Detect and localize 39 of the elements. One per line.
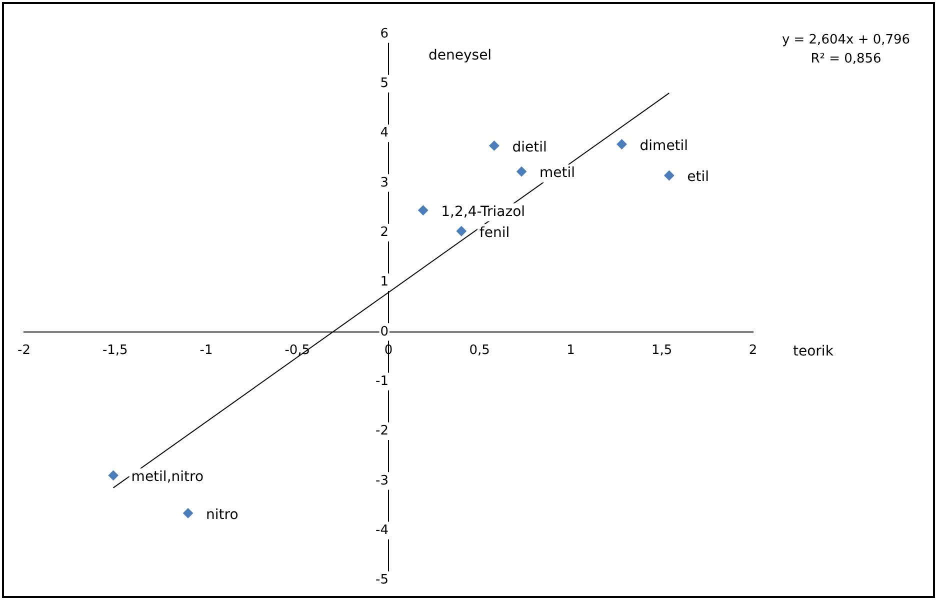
point bbox=[418, 205, 428, 216]
x-tick-label: -1,5 bbox=[102, 343, 128, 358]
y-tick-label: 2 bbox=[380, 224, 388, 240]
point bbox=[516, 166, 527, 177]
point bbox=[489, 140, 500, 151]
annotation: dimetil bbox=[640, 138, 688, 154]
point bbox=[183, 508, 194, 518]
annotation: nitro bbox=[206, 506, 238, 523]
x-tick-label: -1 bbox=[200, 343, 213, 358]
y-axis-title: deneysel bbox=[428, 48, 492, 64]
x-tick-label: 1 bbox=[566, 343, 575, 358]
x-axis-title: teorik bbox=[793, 344, 834, 360]
y-tick-label: -3 bbox=[376, 473, 388, 488]
y-tick-label: 5 bbox=[380, 76, 388, 92]
text: y = 2,604x + 0,796 bbox=[782, 32, 910, 48]
y-tick-label: -5 bbox=[376, 572, 388, 588]
point bbox=[664, 170, 674, 181]
y-tick-label: 6 bbox=[380, 26, 388, 42]
point bbox=[108, 470, 118, 480]
point bbox=[456, 226, 466, 236]
annotation: metil bbox=[540, 165, 576, 182]
y-tick-label: 0 bbox=[380, 324, 388, 340]
annotation: dietil bbox=[512, 139, 547, 156]
x-tick-label: 1,5 bbox=[652, 343, 672, 358]
y-tick-label: 1 bbox=[380, 274, 388, 290]
annotation: etil bbox=[687, 169, 710, 186]
y-tick-label: -4 bbox=[376, 522, 388, 538]
text: R² = 0,856 bbox=[810, 51, 882, 66]
y-tick-label: 3 bbox=[380, 175, 388, 190]
point bbox=[616, 139, 627, 150]
x-tick-label: 2 bbox=[748, 343, 758, 358]
annotation: metil,nitro bbox=[131, 469, 204, 486]
x-tick-label: -2 bbox=[18, 343, 30, 358]
y-tick-label: -2 bbox=[376, 424, 388, 439]
annotation: 1,2,4-Triazol bbox=[441, 204, 526, 220]
y-tick-label: 4 bbox=[380, 126, 388, 141]
y-tick-label: -1 bbox=[376, 374, 388, 389]
annotation: fenil bbox=[479, 224, 510, 241]
x-tick-label: 0,5 bbox=[469, 343, 490, 358]
